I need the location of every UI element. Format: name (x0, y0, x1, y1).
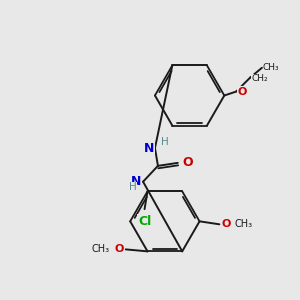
Text: Cl: Cl (138, 215, 151, 228)
Text: CH₃: CH₃ (234, 219, 252, 229)
Text: O: O (183, 156, 193, 170)
Text: CH₃: CH₃ (92, 244, 110, 254)
Text: O: O (114, 244, 124, 254)
Text: CH₂: CH₂ (251, 74, 268, 83)
Text: N: N (144, 142, 154, 154)
Text: N: N (131, 175, 141, 188)
Text: H: H (129, 182, 137, 192)
Text: O: O (221, 219, 231, 229)
Text: CH₃: CH₃ (263, 63, 280, 72)
Text: H: H (161, 137, 169, 147)
Text: O: O (237, 86, 247, 97)
